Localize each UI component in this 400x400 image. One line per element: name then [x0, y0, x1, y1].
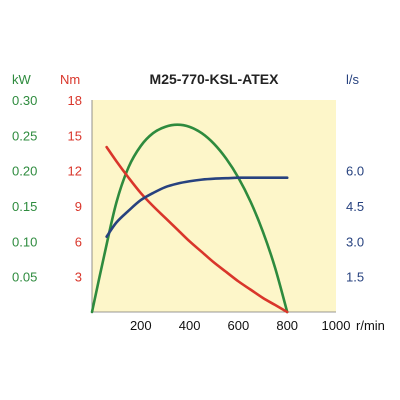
x-tick-label: 1000: [322, 318, 351, 333]
x-tick-label: 600: [228, 318, 250, 333]
kw-tick-label: 0.30: [12, 93, 37, 108]
nm-tick-label: 15: [68, 128, 82, 143]
ls-axis-label: l/s: [346, 72, 360, 87]
kw-series-line: [90, 123, 289, 314]
ls-tick-label: 6.0: [346, 164, 364, 179]
kw-axis-label: kW: [12, 72, 32, 87]
x-tick-label: 800: [276, 318, 298, 333]
plot-area: [92, 100, 336, 312]
series-lines: [90, 123, 289, 314]
ls-tick-label: 4.5: [346, 199, 364, 214]
nm-series-line: [105, 145, 289, 314]
ls-tick-label: 1.5: [346, 270, 364, 285]
tick-labels: 200 400 600 800 1000 0.05 0.10 0.15 0.20 0.25 0.30…: [12, 93, 364, 333]
chart-title: M25-770-KSL-ATEX: [150, 71, 280, 87]
ls-tick-label: 3.0: [346, 234, 364, 249]
nm-tick-label: 3: [75, 270, 82, 285]
x-tick-label: 400: [179, 318, 201, 333]
nm-tick-label: 9: [75, 199, 82, 214]
x-tick-label: 200: [130, 318, 152, 333]
kw-tick-label: 0.10: [12, 234, 37, 249]
axis-lines: [91, 100, 336, 313]
kw-tick-label: 0.15: [12, 199, 37, 214]
kw-tick-label: 0.25: [12, 128, 37, 143]
nm-axis-label: Nm: [60, 72, 80, 87]
kw-tick-label: 0.05: [12, 270, 37, 285]
nm-tick-label: 18: [68, 93, 82, 108]
nm-tick-label: 12: [68, 164, 82, 179]
kw-tick-label: 0.20: [12, 164, 37, 179]
x-axis-label: r/min: [356, 318, 385, 333]
nm-tick-label: 6: [75, 234, 82, 249]
ls-series-line: [105, 176, 289, 238]
